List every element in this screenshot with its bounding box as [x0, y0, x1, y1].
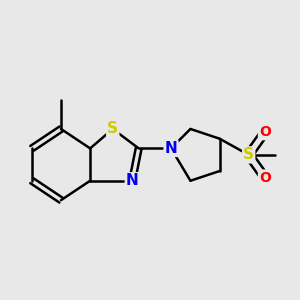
Text: N: N: [126, 173, 139, 188]
Text: O: O: [259, 170, 271, 184]
Text: O: O: [259, 125, 271, 139]
Text: S: S: [107, 122, 118, 136]
Text: S: S: [243, 147, 254, 162]
Text: N: N: [165, 141, 177, 156]
